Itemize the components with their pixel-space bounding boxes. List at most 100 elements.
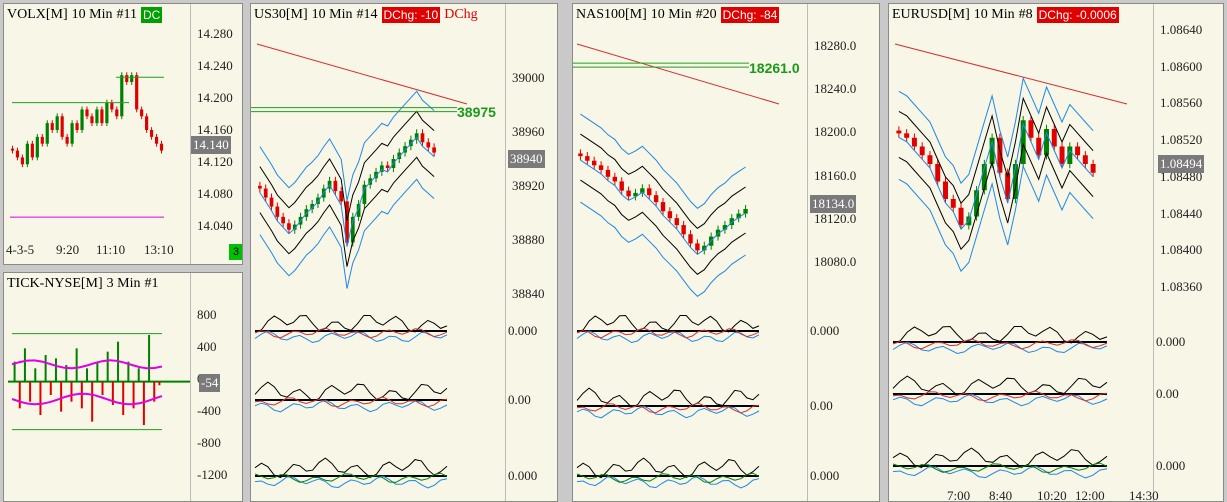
volx-x-label: 4-3-5 [6,242,35,257]
us30-lower-envelope [259,156,435,267]
tick-tick-label: -400 [197,403,221,418]
nas-candle [578,153,583,157]
nas-osc-line-black [576,314,760,333]
eur-axis: 1.08640 1.08600 1.08560 1.08520 1.08480 1.084… [1153,4,1223,501]
tick-axis: 8004000-400-800-1200 -54 [190,273,242,501]
eur-chart[interactable] [889,4,1153,502]
nas-upper-envelope [580,133,746,229]
eur-candle [958,207,964,226]
eur-candle [1067,146,1073,164]
nas-osc-tick-label: 0.000 [810,468,840,483]
eur-osc-line-blue [892,341,1108,355]
us30-candle [275,206,280,217]
volx-candle [125,75,129,82]
us30-candle [339,191,344,202]
volx-header: VOLX[M] 10 Min #11 DC [7,7,163,23]
eur-candle [1082,155,1088,164]
volx-tick-label: 14.200 [197,90,233,105]
us30-title: US30[M] [254,7,308,22]
volx-tick-label: 14.160 [197,122,233,137]
tick-upper-band [11,359,163,370]
nas-tick-label: 18080.0 [814,254,857,269]
eur-tick-label: 1.08640 [1160,22,1203,37]
eur-osc-line-black [892,375,1108,396]
us30-panel[interactable]: US30[M] 10 Min #14 DChg: -10 DChg 38975 … [250,3,558,502]
eur-candle [1005,172,1011,199]
volx-candle [30,143,34,158]
eur-candle [981,164,987,191]
us30-upper-band [259,90,435,201]
nas-candle [585,156,590,161]
us30-osc-line-blue [254,399,448,413]
us30-tick-label: 38840 [512,286,545,301]
volx-tick-label: 14.040 [197,218,233,233]
nas-osc-line-red [576,472,760,483]
nas-osc-line-red [576,327,760,339]
nas-osc-tick-label: 0.000 [810,323,840,338]
eur-panel[interactable]: EURUSD[M] 10 Min #8 DChg: -0.0006 1.0864… [888,3,1224,502]
us30-candle [385,165,390,168]
nas-tick-label: 18120.0 [814,210,857,226]
us30-candle [263,188,268,198]
us30-osc-line-blue [254,330,448,344]
eur-candle [1051,129,1057,147]
nas-price-tag: 18134.0 [810,195,857,213]
nas-osc-line-black [576,457,760,479]
volx-badge: DC [140,7,163,23]
volx-x-label: 9:20 [56,242,80,257]
eur-interval: 10 Min [973,7,1015,22]
nas-tick-label: 18200.0 [814,124,857,140]
volx-candle [149,130,154,137]
eur-candle [1059,146,1065,164]
us30-candle [333,180,338,192]
volx-candle [55,116,59,130]
eur-osc-line-black [892,447,1108,469]
eur-osc-tick-label: 0.000 [1156,334,1186,349]
volx-candle [70,123,74,144]
us30-candle [420,133,425,143]
us30-osc-line-black [254,457,448,479]
us30-candle [374,171,378,179]
us30-osc-tick-label: 0.000 [508,323,538,338]
nas-upper-band [580,113,746,209]
eur-candle [1028,120,1034,138]
nas-panel[interactable]: NAS100[M] 10 Min #20 DChg: -84 18261.0 1… [572,3,880,502]
tick-panel[interactable]: TICK-NYSE[M] 3 Min #1 8004000-400-800-12… [3,272,243,502]
tick-chart[interactable] [4,273,190,502]
volx-candle [65,136,69,144]
eur-candle [896,130,902,134]
nas-candle [591,160,597,166]
volx-chart[interactable] [4,4,190,265]
nas-chart[interactable] [573,4,807,502]
nas-osc-line-blue [576,330,760,344]
volx-candle [145,116,149,130]
volx-interval: 10 Min [71,7,113,22]
volx-panel[interactable]: VOLX[M] 10 Min #11 DC 14.280 14.240 14.200… [3,3,243,265]
us30-candle [310,204,315,210]
eur-candle [1044,129,1049,156]
us30-osc-line-black [254,381,448,402]
volx-candle [130,75,134,82]
nas-candle [598,165,604,170]
us30-candle [403,146,407,153]
us30-tick-label: 38880 [512,232,545,247]
volx-x-label: 11:10 [96,242,126,257]
volx-x-label: 13:10 [144,242,174,257]
us30-chart[interactable] [251,4,505,502]
tick-interval: 3 Min [106,276,141,291]
volx-candle [135,75,139,110]
nas-lower-envelope [580,179,746,275]
volx-candle [50,123,54,130]
eur-lower-envelope [898,142,1094,251]
us30-line-label: 38975 [457,104,496,120]
volx-bars: #11 [116,7,137,22]
us30-tick-label: 39000 [512,70,545,85]
us30-dchg-secondary: DChg [444,7,478,22]
eur-candle [1012,164,1018,199]
us30-osc-tick-label: 0.00 [508,392,531,407]
volx-candle [85,109,89,117]
nas-candle [619,181,624,191]
eur-tick-label: 1.08520 [1160,132,1203,148]
us30-candle [350,216,355,243]
us30-osc-line-red [254,472,448,483]
